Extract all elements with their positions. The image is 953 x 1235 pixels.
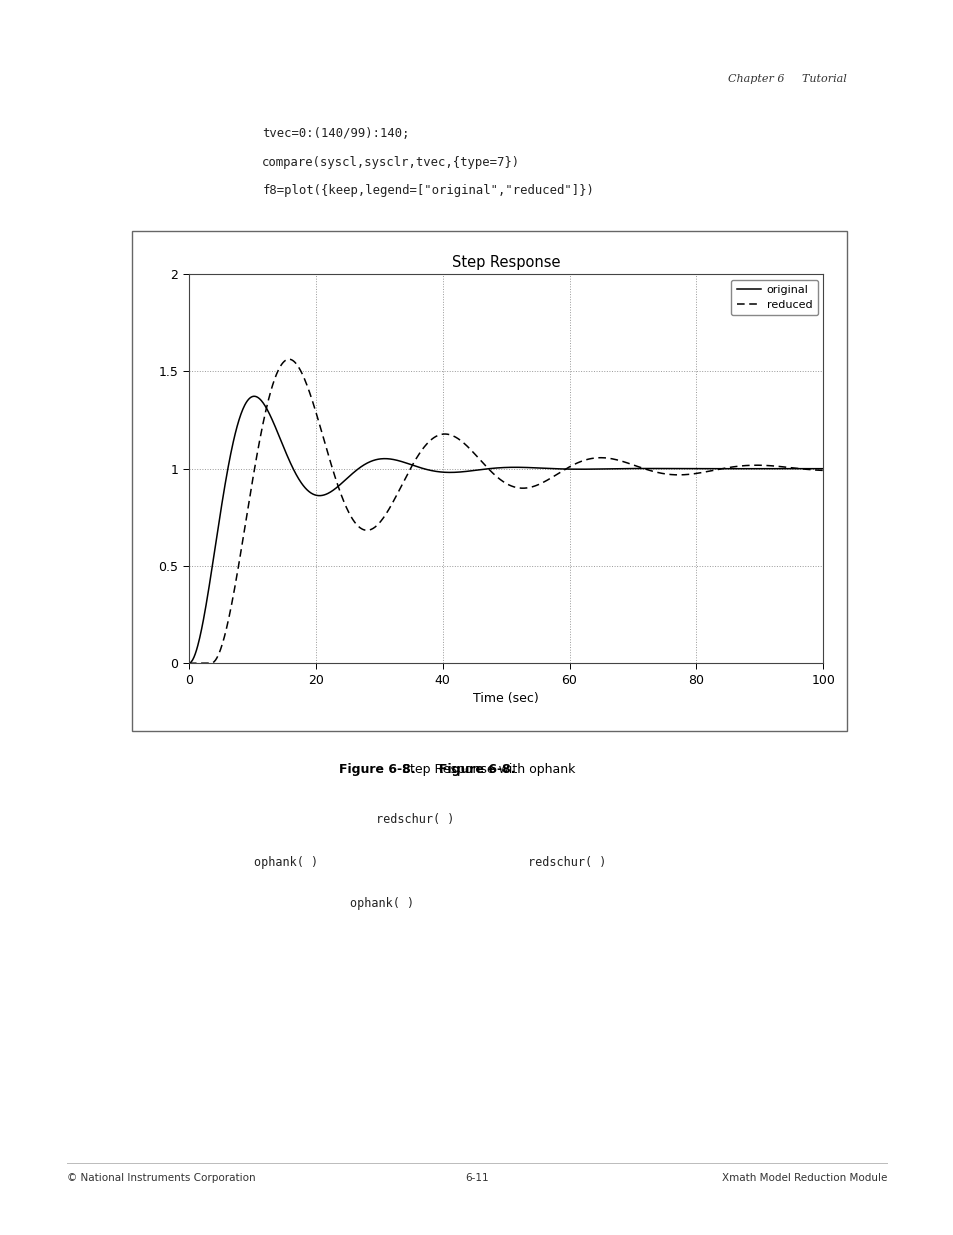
Text: ophank( ): ophank( ) [253,856,318,869]
Text: redschur( ): redschur( ) [375,813,454,826]
Text: Xmath Model Reduction Module: Xmath Model Reduction Module [721,1173,886,1183]
Text: Chapter 6     Tutorial: Chapter 6 Tutorial [727,74,845,84]
Text: tvec=0:(140/99):140;: tvec=0:(140/99):140; [262,127,410,141]
X-axis label: Time (sec): Time (sec) [473,692,538,705]
Text: compare(syscl,sysclr,tvec,{type=7}): compare(syscl,sysclr,tvec,{type=7}) [262,156,520,169]
Text: 6-11: 6-11 [465,1173,488,1183]
Text: f8=plot({keep,legend=["original","reduced"]}): f8=plot({keep,legend=["original","reduce… [262,184,594,198]
Text: Step Response with ophank: Step Response with ophank [394,763,575,777]
Title: Step Response: Step Response [452,256,559,270]
Text: redschur( ): redschur( ) [528,856,606,869]
Legend: original, reduced: original, reduced [730,279,817,315]
Text: Figure 6-8.: Figure 6-8. [338,763,415,777]
Text: © National Instruments Corporation: © National Instruments Corporation [67,1173,255,1183]
Text: Figure 6-8.: Figure 6-8. [438,763,515,777]
Text: ophank( ): ophank( ) [349,897,414,910]
